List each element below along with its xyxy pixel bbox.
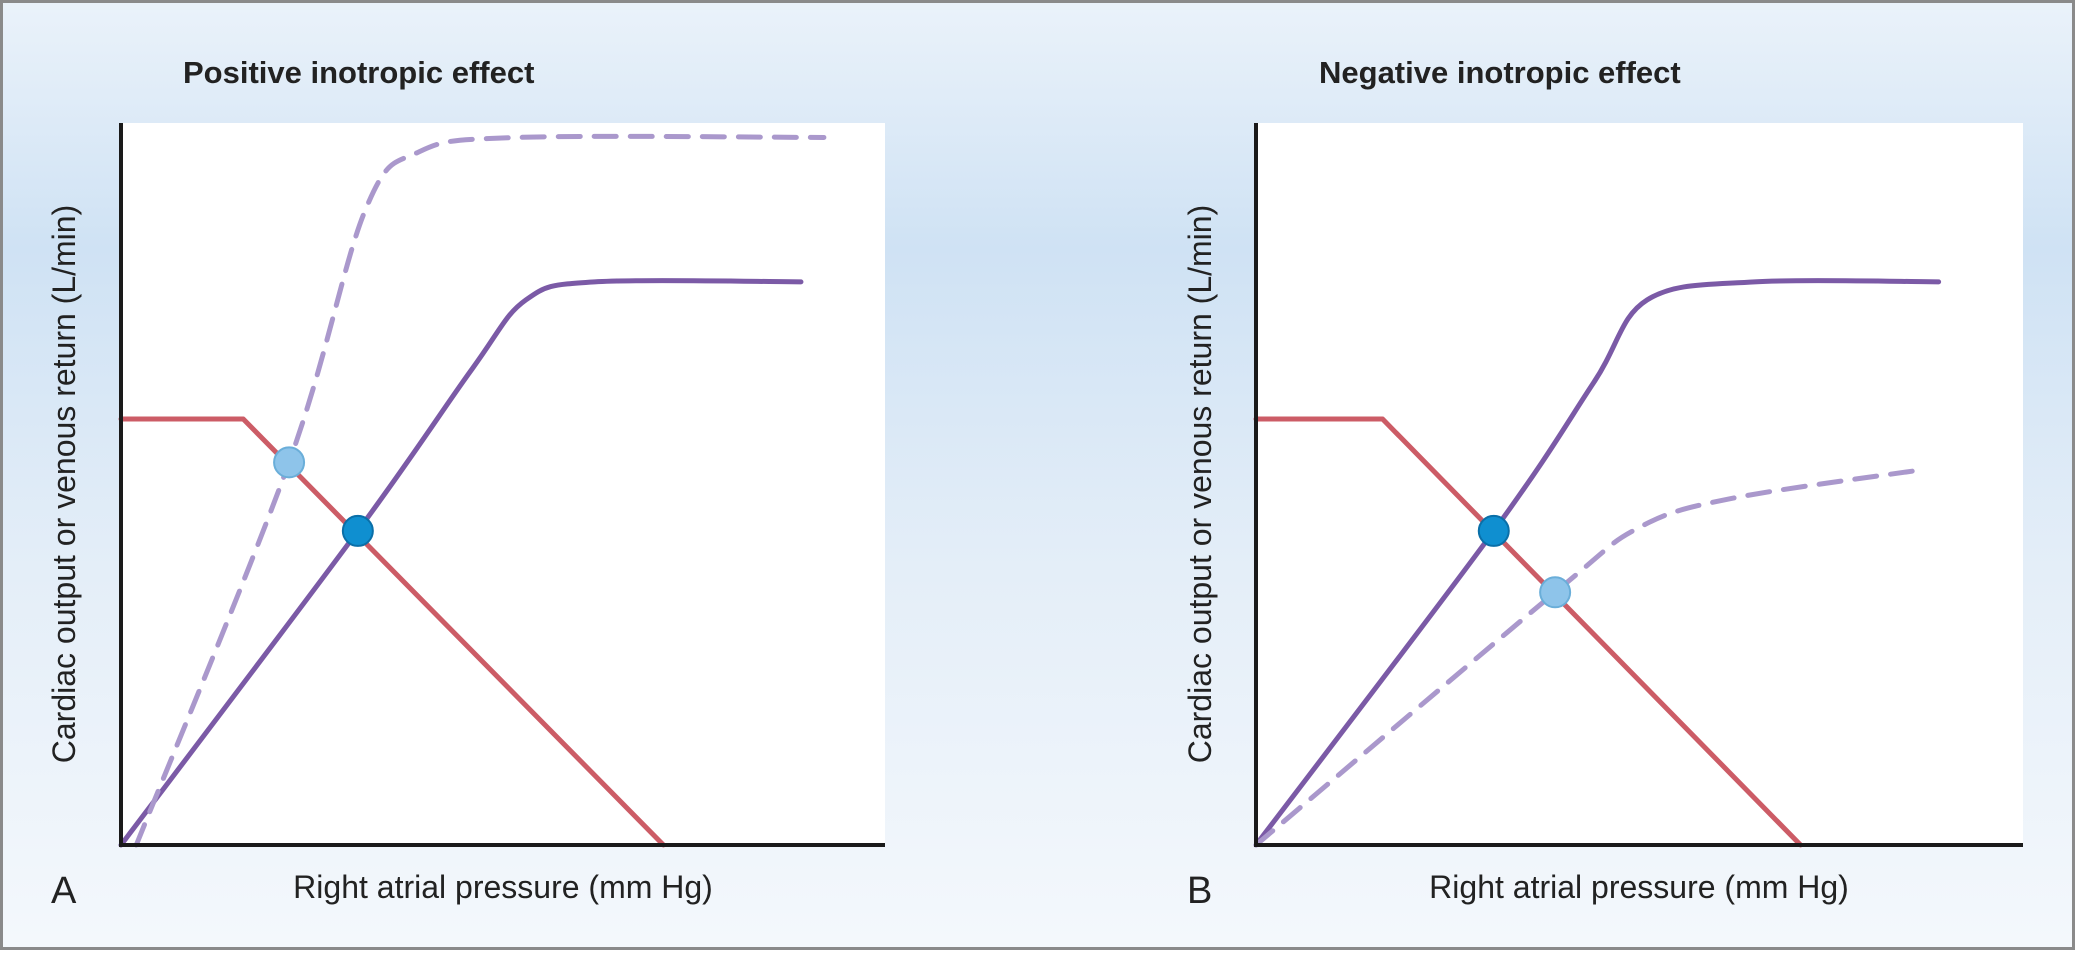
- x-axis-label-a: Right atrial pressure (mm Hg): [293, 869, 713, 905]
- panel-b: Negative inotropic effect Right atrial p…: [1182, 55, 2023, 912]
- y-axis-label-a: Cardiac output or venous return (L/min): [46, 205, 82, 763]
- equilibrium-original-point-b: [1477, 514, 1510, 547]
- cardiac-output-shifted-curve-b: [1253, 467, 1926, 848]
- panel-a: Positive inotropic effect Right atrial p…: [46, 55, 885, 912]
- point-layer-b: [1477, 514, 1572, 609]
- venous-return-curve-a: [118, 416, 666, 848]
- chart-canvas: Positive inotropic effect Right atrial p…: [46, 55, 2023, 912]
- panel-letter-b: B: [1187, 870, 1212, 912]
- chart-title-b: Negative inotropic effect: [1319, 55, 1681, 90]
- plot-area-b: [1256, 123, 2023, 845]
- equilibrium-shifted-point-b: [1539, 576, 1572, 609]
- cardiac-output-shifted-curve-a: [133, 133, 827, 848]
- cardiac-output-curve-b: [1253, 278, 1942, 848]
- series-layer-b: [1253, 278, 1942, 848]
- chart-title-a: Positive inotropic effect: [183, 55, 534, 90]
- y-axis-label-b: Cardiac output or venous return (L/min): [1182, 205, 1218, 763]
- cardiac-output-curve-a: [118, 278, 804, 848]
- panel-letter-a: A: [51, 870, 77, 912]
- plot-area-a: [121, 123, 885, 845]
- series-layer-a: [118, 133, 827, 848]
- equilibrium-shifted-point-a: [273, 446, 306, 479]
- x-axis-label-b: Right atrial pressure (mm Hg): [1429, 869, 1849, 905]
- equilibrium-original-point-a: [341, 514, 374, 547]
- venous-return-curve-b: [1253, 416, 1804, 848]
- point-layer-a: [273, 446, 374, 547]
